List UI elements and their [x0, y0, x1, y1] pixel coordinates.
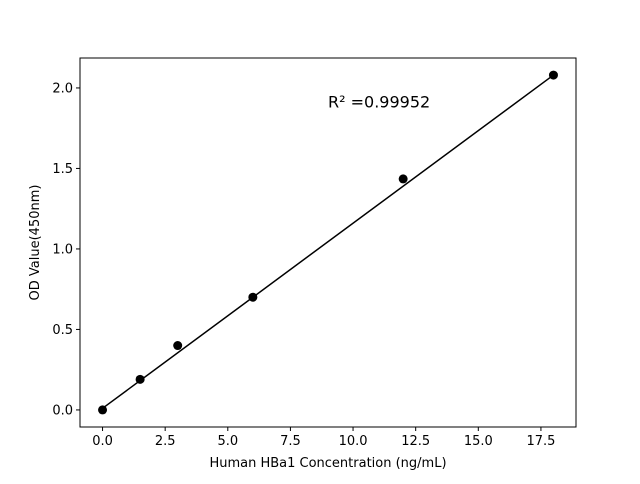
data-point	[135, 374, 145, 384]
y-tick-label: 0.5	[52, 323, 73, 338]
y-ticks: 0.0 0.5 1.0 1.5 2.0	[52, 81, 80, 418]
x-ticks: 0.0 2.5 5.0 7.5 10.0 12.5 15.0 17.5	[92, 427, 555, 449]
r-squared-annotation: R² =0.99952	[328, 92, 430, 111]
y-tick-label: 1.0	[52, 242, 73, 257]
x-tick-label: 15.0	[464, 434, 493, 449]
x-tick-label: 12.5	[401, 434, 430, 449]
data-point	[398, 174, 408, 184]
y-tick-label: 0.0	[52, 403, 73, 418]
y-axis-label: OD Value(450nm)	[28, 185, 43, 301]
axes-frame	[79, 57, 577, 428]
x-tick-label: 17.5	[526, 434, 555, 449]
x-tick-label: 7.5	[280, 434, 301, 449]
data-point	[98, 405, 108, 415]
data-point	[173, 341, 183, 351]
y-tick-label: 2.0	[52, 81, 73, 96]
data-point	[248, 292, 258, 302]
plot-marks	[98, 70, 558, 415]
y-tick-label: 1.5	[52, 162, 73, 177]
data-point	[548, 70, 558, 80]
x-tick-label: 0.0	[92, 434, 113, 449]
x-axis-label: Human HBa1 Concentration (ng/mL)	[209, 456, 446, 471]
x-tick-label: 5.0	[217, 434, 238, 449]
x-tick-label: 2.5	[155, 434, 176, 449]
fit-line	[102, 74, 554, 409]
x-tick-label: 10.0	[339, 434, 368, 449]
